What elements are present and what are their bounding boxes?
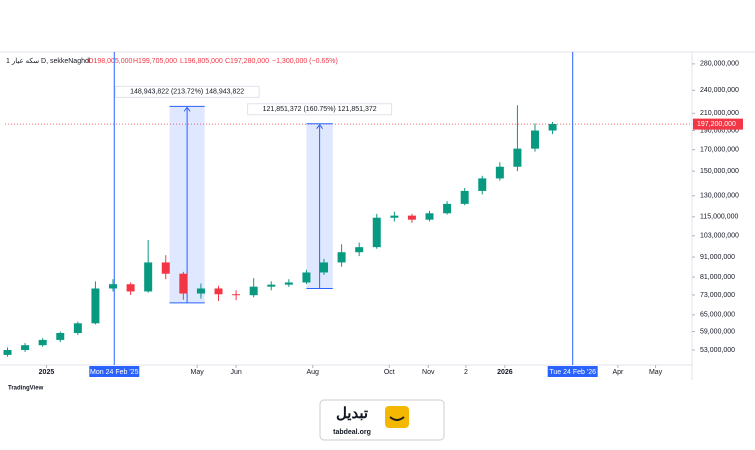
measure-label: 148,943,822 (213.72%) 148,943,822	[130, 89, 244, 96]
y-tick-label: 73,000,000	[700, 292, 735, 299]
candle-body	[38, 339, 47, 346]
candle-body	[531, 130, 540, 149]
watermark-smile	[389, 416, 405, 421]
x-tick-label: Nov	[422, 369, 435, 376]
y-tick-label: 65,000,000	[700, 312, 735, 319]
ohlc-open: O198,005,000	[88, 58, 132, 65]
candle-body	[495, 166, 504, 179]
ohlc-low: L196,805,000	[180, 58, 223, 65]
candle-body	[460, 190, 469, 204]
y-tick-label: 53,000,000	[700, 347, 735, 354]
x-tick-label: 2	[464, 369, 468, 376]
candle-body	[91, 288, 100, 324]
candle-body	[179, 273, 188, 294]
watermark-text: تبدیل	[336, 405, 368, 422]
x-tick-label: May	[649, 369, 663, 376]
candle-body	[232, 294, 241, 296]
y-tick-label: 130,000,000	[700, 193, 739, 200]
x-tick-label: Jun	[230, 369, 241, 376]
watermark-site: tabdeal.org	[333, 429, 371, 436]
watermark-icon	[385, 406, 409, 428]
marker-label-box	[89, 366, 140, 377]
ohlc-change: −1,300,000 (−0.65%)	[272, 58, 338, 65]
candle-body	[21, 345, 30, 350]
ohlc-high: H199,705,000	[133, 58, 177, 65]
y-tick-label: 190,000,000	[700, 127, 739, 134]
x-tick-label: May	[191, 369, 205, 376]
candle-body	[56, 333, 65, 340]
candle-body	[109, 284, 118, 289]
candle-body	[513, 148, 522, 167]
measure-arrowhead	[316, 123, 324, 130]
marker-label: Tue 24 Feb '26	[549, 369, 596, 376]
y-tick-label: 240,000,000	[700, 87, 739, 94]
measure-label-box	[114, 85, 260, 98]
candle-body	[390, 215, 399, 218]
last-price-label: 197,200,000	[697, 121, 736, 128]
candle-body	[73, 323, 82, 334]
watermark-box	[319, 399, 445, 441]
ohlc-close: C197,280,000	[225, 58, 269, 65]
x-tick-label: Aug	[306, 369, 319, 376]
measure-arrowhead	[183, 106, 191, 112]
x-tick-label: Oct	[384, 369, 395, 376]
measure-label-box	[247, 103, 393, 116]
y-tick-label: 103,000,000	[700, 233, 739, 240]
candle-body	[196, 288, 205, 294]
last-price-box	[693, 118, 743, 130]
y-tick-label: 59,000,000	[700, 328, 735, 335]
candle-body	[126, 284, 135, 292]
candle-body	[284, 282, 293, 285]
x-tick-label: 2025	[39, 369, 55, 376]
brand: TradingView	[8, 386, 44, 392]
y-tick-label: 81,000,000	[700, 274, 735, 281]
y-tick-label: 170,000,000	[700, 146, 739, 153]
candle-body	[425, 213, 434, 220]
symbol: 1 سکه عیار D, sekkeNaghdi	[6, 57, 91, 65]
marker-label: Mon 24 Feb '25	[90, 369, 139, 376]
candle-body	[443, 203, 452, 214]
candle-body	[3, 349, 12, 355]
candle-body	[478, 178, 487, 191]
candle-body	[355, 247, 364, 253]
candle-body	[161, 262, 170, 274]
candle-body	[548, 124, 557, 131]
y-tick-label: 91,000,000	[700, 254, 735, 261]
candle-body	[372, 217, 381, 248]
candle-body	[337, 252, 346, 263]
candle-body	[144, 262, 153, 292]
measure-label: 121,851,372 (160.75%) 121,851,372	[263, 106, 377, 113]
candle-body	[302, 272, 311, 283]
y-tick-label: 210,000,000	[700, 110, 739, 117]
candle-body	[267, 284, 276, 287]
marker-label-box	[547, 366, 598, 377]
x-tick-label: Apr	[612, 369, 624, 376]
y-tick-label: 115,000,000	[700, 214, 739, 221]
candle-body	[320, 262, 329, 273]
candle-body	[214, 288, 223, 295]
y-tick-label: 280,000,000	[700, 61, 739, 68]
y-tick-label: 150,000,000	[700, 168, 739, 175]
x-tick-label: 2026	[497, 369, 513, 376]
candle-body	[407, 215, 416, 220]
candle-body	[249, 286, 258, 296]
